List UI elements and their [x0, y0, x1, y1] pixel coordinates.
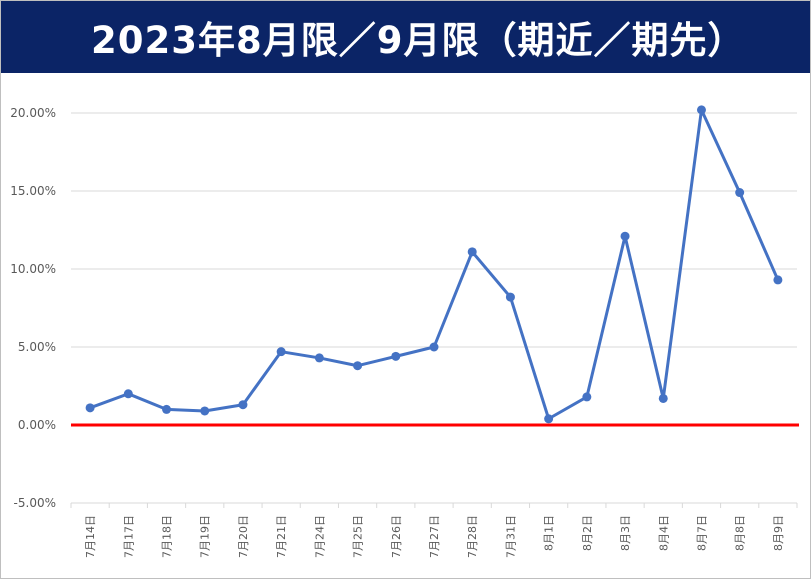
x-tick-label: 7月17日	[122, 515, 135, 558]
chart-title: 2023年8月限／9月限（期近／期先）	[91, 19, 746, 62]
data-point	[429, 342, 439, 352]
data-point	[467, 247, 477, 257]
data-point	[773, 275, 783, 285]
y-tick-label: -5.00%	[14, 496, 56, 510]
x-tick-label: 7月27日	[428, 515, 441, 558]
x-tick-label: 7月26日	[390, 515, 403, 558]
title-bar: 2023年8月限／9月限（期近／期先）	[1, 1, 810, 73]
x-tick-label: 7月31日	[504, 515, 517, 558]
data-point	[658, 393, 668, 403]
data-point	[582, 392, 592, 402]
x-tick-label: 7月25日	[352, 515, 365, 558]
x-tick-label: 7月20日	[237, 515, 250, 558]
data-point	[505, 292, 515, 302]
y-tick-label: 5.00%	[18, 340, 56, 354]
data-point	[314, 353, 324, 363]
data-point	[544, 414, 554, 424]
x-tick-label: 8月2日	[581, 515, 594, 551]
data-point	[123, 389, 133, 399]
data-point	[85, 403, 95, 413]
x-tick-label: 7月21日	[275, 515, 288, 558]
x-tick-label: 8月9日	[772, 515, 785, 551]
data-point	[735, 188, 745, 198]
data-point	[620, 231, 630, 241]
x-tick-label: 8月8日	[734, 515, 747, 551]
y-tick-label: 0.00%	[18, 418, 56, 432]
y-tick-label: 10.00%	[10, 262, 56, 276]
data-point	[353, 361, 363, 371]
x-tick-label: 7月28日	[466, 515, 479, 558]
x-tick-label: 7月19日	[199, 515, 212, 558]
data-point	[276, 347, 286, 357]
x-tick-label: 7月14日	[84, 515, 97, 558]
data-point	[162, 404, 172, 414]
data-point	[696, 105, 706, 115]
y-tick-label: 20.00%	[10, 106, 56, 120]
x-tick-label: 7月24日	[313, 515, 326, 558]
data-point	[200, 406, 210, 416]
x-tick-label: 8月4日	[657, 515, 670, 551]
series-line	[89, 108, 780, 421]
data-point	[238, 400, 248, 410]
x-tick-label: 7月18日	[161, 515, 174, 558]
x-tick-label: 8月3日	[619, 515, 632, 551]
y-tick-label: 15.00%	[10, 184, 56, 198]
x-tick-label: 8月1日	[543, 515, 556, 551]
data-point	[391, 351, 401, 361]
x-tick-label: 8月7日	[695, 515, 708, 551]
